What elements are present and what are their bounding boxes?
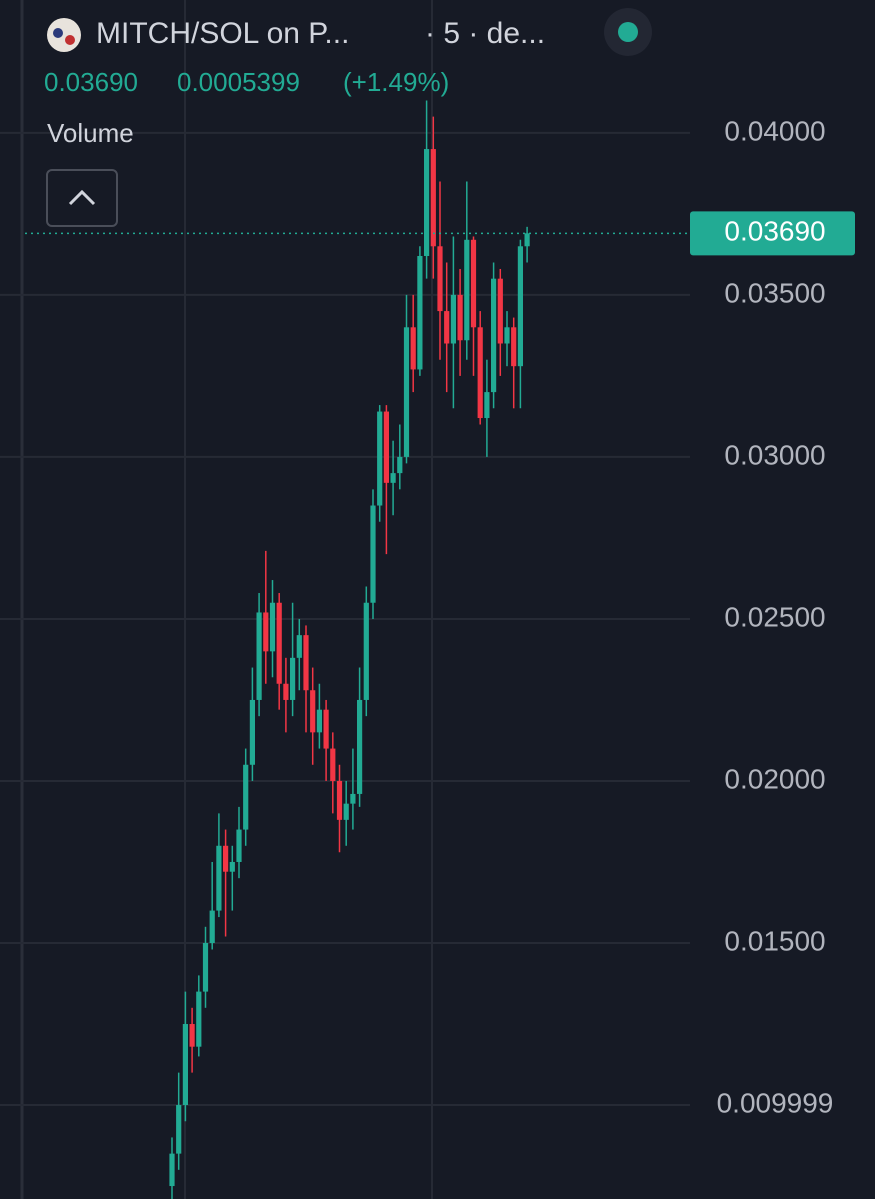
candle-body — [424, 149, 430, 257]
candle-body — [444, 311, 450, 344]
candle-body — [229, 861, 235, 872]
candle-body — [169, 1153, 175, 1187]
candle-body — [263, 612, 269, 652]
candle-body — [437, 246, 443, 312]
candle-body — [236, 829, 242, 862]
candle-body — [397, 456, 403, 474]
candle-body — [256, 612, 262, 700]
candle-body — [504, 327, 510, 344]
candle-body — [223, 845, 229, 872]
chevron-icon — [68, 189, 96, 206]
candle-body — [243, 764, 249, 830]
candle-body — [417, 256, 423, 370]
overlay: 0.03690 — [25, 211, 855, 256]
symbol: MITCH/SOL on P... — [96, 17, 349, 50]
last-price-label: 0.03690 — [724, 216, 825, 247]
y-tick-label: 0.01500 — [724, 925, 825, 956]
candle-body — [464, 239, 470, 341]
grid: 0.009999 0.01500 0.02000 0.02500 0.03000 0.03… — [0, 115, 833, 1118]
price: 0.03690 — [44, 67, 138, 97]
y-tick-label: 0.02000 — [724, 763, 825, 794]
candle-body — [511, 327, 517, 367]
candle-body — [497, 278, 503, 344]
y-tick-label: 0.03000 — [724, 439, 825, 470]
candle-body — [370, 505, 376, 603]
candle-body — [410, 327, 416, 370]
candle-body — [430, 149, 436, 247]
candle-body — [363, 602, 369, 700]
candle-body — [189, 1024, 195, 1047]
volume-label: Volume — [47, 118, 134, 148]
candle-body — [491, 278, 497, 393]
candle-body — [283, 683, 289, 700]
candle-body — [450, 294, 456, 344]
candle-body — [276, 602, 282, 684]
candle-body — [350, 793, 356, 804]
candle-body — [296, 635, 302, 658]
candle-body — [330, 748, 336, 781]
status-dot — [618, 22, 638, 42]
candle-body — [517, 246, 523, 367]
y-tick-label: 0.02500 — [724, 601, 825, 632]
candle-body — [249, 699, 255, 765]
y-tick-label: 0.03500 — [724, 277, 825, 308]
candle-body — [477, 327, 483, 419]
candle-body — [323, 709, 329, 749]
y-tick-label: 0.009999 — [717, 1087, 834, 1118]
candle-body — [457, 294, 463, 341]
candle-body — [310, 690, 316, 733]
candle-body — [343, 803, 349, 820]
candle-body — [403, 327, 410, 457]
y-tick-label: 0.04000 — [724, 115, 825, 146]
interval: · 5 · de... — [425, 17, 545, 50]
candle-body — [209, 910, 215, 943]
icon-detail — [53, 28, 63, 38]
symbol-icon — [47, 18, 81, 52]
candle-body — [303, 635, 309, 691]
candle-body — [290, 657, 296, 700]
candle-body — [269, 602, 276, 652]
candle-body — [390, 473, 396, 483]
candle-body — [377, 411, 383, 506]
last-price-tag — [690, 211, 855, 256]
candle-body — [202, 942, 209, 992]
collapse-button[interactable] — [46, 169, 118, 227]
change-pct: (+1.49%) — [343, 67, 449, 97]
candle-body — [357, 699, 363, 794]
candles — [169, 100, 530, 1199]
change: 0.0005399 — [177, 67, 300, 97]
candle-body — [484, 392, 490, 419]
candle-body — [316, 709, 322, 733]
candle-body — [176, 1105, 182, 1154]
candle-body — [216, 845, 222, 911]
candle-body — [524, 233, 530, 247]
candle-body — [182, 1024, 188, 1106]
candle-body — [383, 411, 389, 483]
candle-body — [336, 780, 343, 820]
icon-detail — [65, 35, 75, 45]
candle-body — [196, 991, 202, 1047]
candle-body — [470, 239, 477, 328]
